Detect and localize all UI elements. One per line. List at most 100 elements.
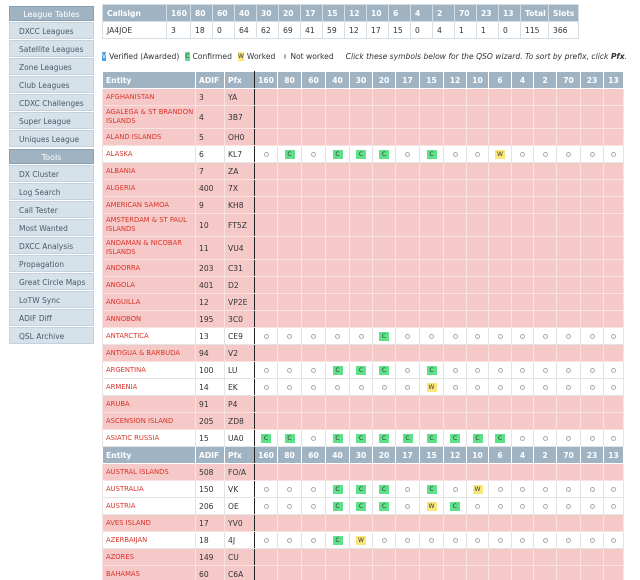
band-cell-40[interactable] [325, 514, 350, 532]
band-cell-70[interactable] [556, 310, 581, 328]
sidebar-item-qsl-archive[interactable]: QSL Archive [9, 327, 94, 344]
band-cell-80[interactable] [277, 105, 302, 129]
band-cell-40[interactable] [325, 395, 350, 413]
band-cell-4[interactable] [511, 514, 534, 532]
not-worked-circle-icon[interactable] [542, 152, 548, 157]
band-cell-6[interactable] [488, 531, 512, 549]
confirmed-marker[interactable]: C [379, 331, 389, 341]
band-cell-13[interactable] [603, 531, 624, 549]
band-cell-20[interactable] [372, 276, 396, 294]
band-cell-17[interactable] [395, 105, 420, 129]
band-cell-160[interactable] [254, 179, 278, 197]
band-cell-6[interactable]: W [488, 145, 512, 163]
band-cell-70[interactable] [556, 514, 581, 532]
band-cell-12[interactable] [443, 412, 467, 430]
band-cell-30[interactable] [349, 344, 373, 362]
confirmed-marker[interactable]: C [379, 149, 389, 159]
band-cell-15[interactable]: W [419, 378, 444, 396]
entity-name[interactable]: AMSTERDAM & ST PAUL ISLANDS [102, 213, 196, 237]
band-cell-60[interactable] [301, 395, 326, 413]
band-cell-80[interactable] [277, 378, 302, 396]
band-cell-70[interactable] [556, 259, 581, 277]
band-cell-70[interactable] [556, 361, 581, 379]
band-cell-160[interactable] [254, 378, 278, 396]
band-cell-12[interactable] [443, 213, 467, 237]
band-cell-2[interactable] [533, 412, 557, 430]
band-cell-60[interactable] [301, 412, 326, 430]
band-cell-23[interactable] [580, 429, 604, 447]
band-cell-12[interactable] [443, 378, 467, 396]
not-worked-circle-icon[interactable] [542, 504, 548, 509]
band-cell-30[interactable] [349, 179, 373, 197]
not-worked-circle-icon[interactable] [520, 152, 525, 157]
not-worked-circle-icon[interactable] [335, 385, 340, 390]
band-cell-4[interactable] [511, 463, 534, 481]
band-cell-4[interactable] [511, 412, 534, 430]
band-cell-4[interactable] [511, 344, 534, 362]
band-cell-17[interactable] [395, 213, 420, 237]
not-worked-circle-icon[interactable] [452, 368, 458, 373]
band-cell-17[interactable] [395, 259, 420, 277]
band-cell-15[interactable] [419, 259, 444, 277]
band-cell-13[interactable] [603, 514, 624, 532]
not-worked-circle-icon[interactable] [311, 504, 316, 509]
band-cell-17[interactable] [395, 310, 420, 328]
entity-name[interactable]: ASIATIC RUSSIA [102, 429, 196, 447]
not-worked-circle-icon[interactable] [452, 385, 458, 390]
band-cell-4[interactable] [511, 276, 534, 294]
band-cell-2[interactable] [533, 196, 557, 214]
entity-name[interactable]: AUSTRIA [102, 497, 196, 515]
band-cell-10[interactable] [466, 531, 489, 549]
band-cell-23[interactable] [580, 412, 604, 430]
band-cell-23[interactable] [580, 497, 604, 515]
band-cell-20[interactable] [372, 128, 396, 146]
band-cell-12[interactable]: C [443, 497, 467, 515]
band-cell-12[interactable] [443, 548, 467, 566]
not-worked-circle-icon[interactable] [589, 538, 595, 543]
not-worked-circle-icon[interactable] [611, 504, 616, 509]
not-worked-circle-icon[interactable] [520, 334, 525, 339]
band-cell-6[interactable] [488, 480, 512, 498]
band-cell-10[interactable] [466, 105, 489, 129]
band-cell-40[interactable] [325, 548, 350, 566]
band-cell-6[interactable] [488, 548, 512, 566]
band-cell-17[interactable] [395, 412, 420, 430]
band-cell-17[interactable] [395, 179, 420, 197]
band-cell-6[interactable] [488, 196, 512, 214]
confirmed-marker[interactable]: C [450, 433, 460, 443]
band-cell-17[interactable] [395, 514, 420, 532]
band-cell-70[interactable] [556, 293, 581, 311]
not-worked-circle-icon[interactable] [287, 504, 292, 509]
not-worked-circle-icon[interactable] [611, 368, 616, 373]
band-cell-20[interactable] [372, 162, 396, 180]
band-cell-60[interactable] [301, 531, 326, 549]
band-cell-160[interactable] [254, 128, 278, 146]
band-cell-10[interactable] [466, 236, 489, 260]
band-cell-13[interactable] [603, 213, 624, 237]
not-worked-circle-icon[interactable] [566, 152, 571, 157]
band-cell-10[interactable] [466, 293, 489, 311]
band-cell-17[interactable] [395, 162, 420, 180]
band-cell-20[interactable] [372, 196, 396, 214]
band-cell-30[interactable] [349, 565, 373, 580]
band-cell-60[interactable] [301, 213, 326, 237]
band-cell-40[interactable] [325, 259, 350, 277]
band-cell-80[interactable] [277, 88, 302, 106]
band-cell-20[interactable]: C [372, 361, 396, 379]
band-cell-30[interactable]: C [349, 429, 373, 447]
band-cell-6[interactable] [488, 179, 512, 197]
not-worked-circle-icon[interactable] [263, 504, 269, 509]
entity-name[interactable]: ANDAMAN & NICOBAR ISLANDS [102, 236, 196, 260]
band-cell-70[interactable] [556, 128, 581, 146]
band-cell-17[interactable] [395, 497, 420, 515]
band-cell-17[interactable] [395, 378, 420, 396]
band-cell-17[interactable] [395, 480, 420, 498]
band-cell-2[interactable] [533, 276, 557, 294]
band-cell-4[interactable] [511, 145, 534, 163]
confirmed-marker[interactable]: C [356, 501, 366, 511]
not-worked-circle-icon[interactable] [475, 368, 480, 373]
band-cell-30[interactable] [349, 162, 373, 180]
band-cell-4[interactable] [511, 429, 534, 447]
band-cell-4[interactable] [511, 531, 534, 549]
band-cell-2[interactable] [533, 162, 557, 180]
